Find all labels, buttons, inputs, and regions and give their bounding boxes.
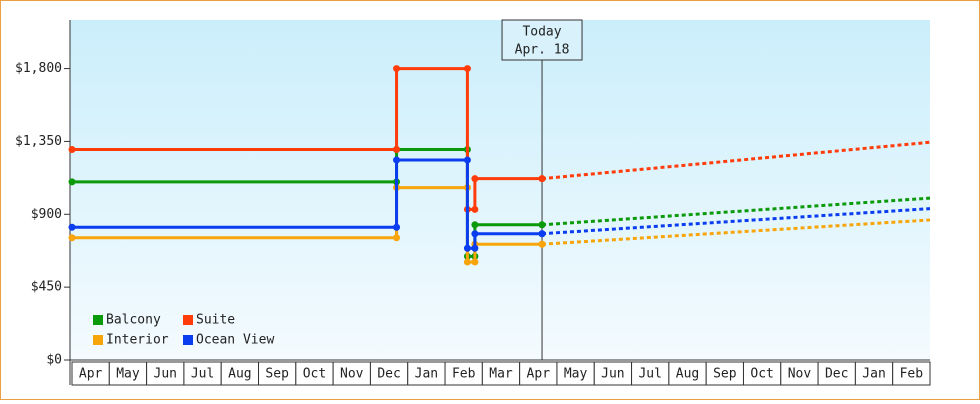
x-tick-label: May xyxy=(564,367,588,382)
forecast-line xyxy=(541,196,931,227)
legend-label: Suite xyxy=(196,313,235,328)
x-tick-label: Aug xyxy=(676,367,699,382)
x-tick-label: Sep xyxy=(265,367,289,382)
x-tick-label: Sep xyxy=(713,367,737,382)
point xyxy=(471,244,479,252)
point xyxy=(393,223,401,231)
point xyxy=(463,65,471,73)
point xyxy=(463,156,471,164)
x-tick-label: Oct xyxy=(750,367,773,382)
x-tick-label: Nov xyxy=(340,367,364,382)
legend-label: Ocean View xyxy=(196,333,274,348)
y-tick-label: $900 xyxy=(31,207,62,222)
legend-swatch xyxy=(183,335,193,345)
y-tick-label: $1,800 xyxy=(15,61,62,76)
x-tick-label: Dec xyxy=(377,367,400,382)
month-box xyxy=(892,361,931,386)
point xyxy=(538,240,546,248)
legend-swatch xyxy=(183,315,193,325)
point xyxy=(393,234,401,242)
legend-label: Balcony xyxy=(106,313,161,328)
y-tick-label: $1,350 xyxy=(15,134,62,149)
x-tick-label: Oct xyxy=(303,367,326,382)
x-tick-label: Dec xyxy=(825,367,848,382)
x-tick-label: Jan xyxy=(862,367,885,382)
point xyxy=(538,175,546,183)
x-tick-label: Mar xyxy=(489,367,513,382)
forecast-line xyxy=(541,207,931,236)
point xyxy=(393,146,401,154)
legend-label: Interior xyxy=(106,333,169,348)
point xyxy=(471,221,479,229)
today-box xyxy=(501,19,583,61)
x-tick-label: Aug xyxy=(228,367,251,382)
point xyxy=(471,230,479,238)
x-tick-label: Jul xyxy=(638,367,661,382)
y-tick-label: $0 xyxy=(46,353,62,368)
x-tick-label: Apr xyxy=(79,367,103,382)
point xyxy=(538,221,546,229)
x-tick-label: Jul xyxy=(191,367,214,382)
legend-swatch xyxy=(93,335,103,345)
point xyxy=(68,223,76,231)
point xyxy=(471,258,479,266)
legend-swatch xyxy=(93,315,103,325)
point xyxy=(393,65,401,73)
x-tick-label: Jun xyxy=(154,367,177,382)
forecast-line xyxy=(541,218,931,246)
x-tick-label: Feb xyxy=(900,367,924,382)
x-tick-label: Apr xyxy=(527,367,551,382)
x-tick-label: Jan xyxy=(415,367,438,382)
point xyxy=(393,156,401,164)
x-tick-label: Nov xyxy=(788,367,812,382)
x-tick-label: Jun xyxy=(601,367,624,382)
x-tick-label: Feb xyxy=(452,367,476,382)
forecast-line xyxy=(541,140,931,181)
today-date: Apr. 18 xyxy=(515,43,570,58)
point xyxy=(538,230,546,238)
point xyxy=(463,258,471,266)
point xyxy=(471,175,479,183)
point xyxy=(68,178,76,186)
plot-area xyxy=(70,20,930,360)
point xyxy=(68,234,76,242)
y-tick-label: $450 xyxy=(31,280,62,295)
today-label: Today xyxy=(522,25,561,40)
point xyxy=(471,205,479,213)
x-tick-label: May xyxy=(116,367,140,382)
point xyxy=(463,244,471,252)
point xyxy=(68,146,76,154)
